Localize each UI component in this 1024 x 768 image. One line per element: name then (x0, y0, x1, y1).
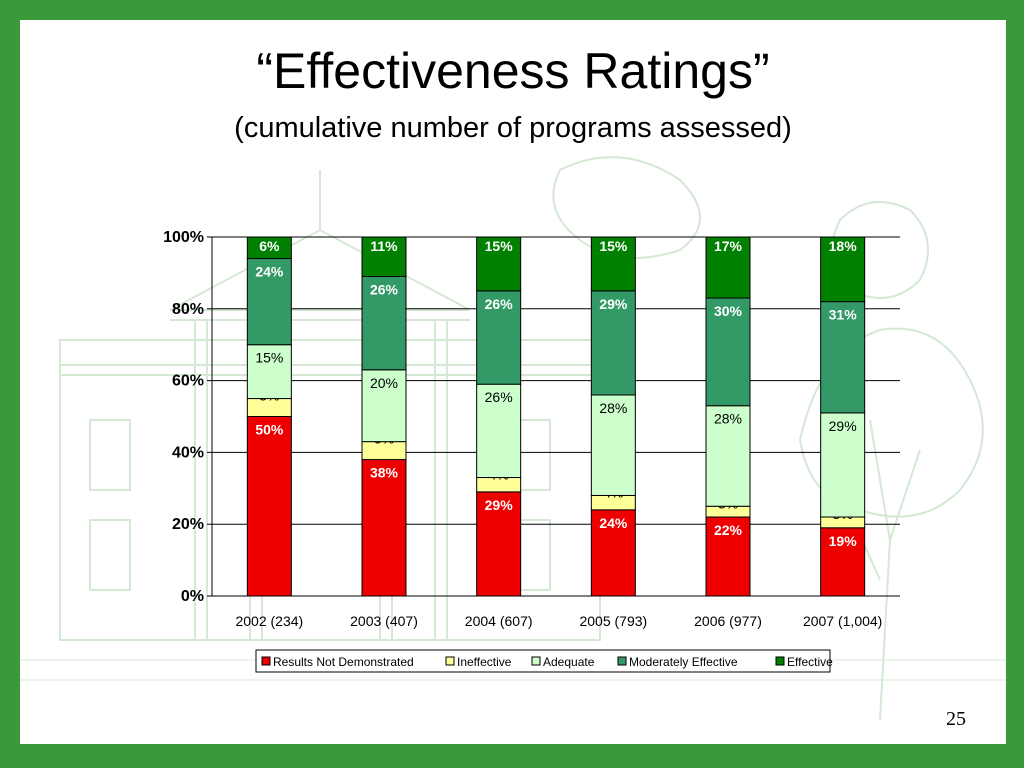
data-label: 15% (485, 238, 514, 254)
bar-segment (476, 383, 522, 479)
data-label: 11% (370, 238, 398, 254)
y-tick-label: 100% (163, 229, 204, 246)
bar-segment (820, 301, 866, 414)
bar-segment (705, 236, 751, 299)
bar-segment (705, 297, 751, 407)
bar-segment (246, 236, 292, 260)
data-label: 26% (485, 389, 513, 405)
y-tick-label: 60% (172, 373, 204, 390)
bar-segment (476, 236, 522, 292)
data-label: 26% (370, 281, 399, 297)
data-label: 26% (485, 296, 514, 312)
bar-segment (705, 516, 751, 597)
bar-segment (246, 258, 292, 346)
bar-segment (820, 412, 866, 518)
bar-segment (246, 344, 292, 400)
legend-box (255, 649, 831, 673)
bar-segment (820, 236, 866, 303)
bar-segment (590, 509, 636, 597)
data-label: 22% (714, 522, 743, 538)
data-label: 20% (370, 375, 398, 391)
x-tick-label: 2006 (977) (694, 613, 762, 629)
y-tick-label: 80% (172, 301, 204, 318)
legend-label: Results Not Demonstrated (273, 655, 414, 669)
data-label: 38% (370, 465, 399, 481)
data-label: 6% (259, 238, 280, 254)
y-tick-label: 40% (172, 444, 204, 461)
data-label: 50% (255, 422, 284, 438)
data-label: 17% (714, 238, 743, 254)
x-tick-label: 2002 (234) (235, 613, 303, 629)
data-label: 29% (599, 296, 628, 312)
x-tick-label: 2007 (1,004) (803, 613, 882, 629)
slide-title: “Effectiveness Ratings” (256, 43, 770, 99)
bar-segment (361, 236, 407, 277)
slide-subtitle: (cumulative number of programs assessed) (234, 112, 792, 144)
legend-swatch (617, 656, 627, 666)
x-tick-label: 2003 (407) (350, 613, 418, 629)
legend-label: Moderately Effective (629, 655, 738, 669)
x-tick-label: 2005 (793) (579, 613, 647, 629)
bar-segment (361, 369, 407, 443)
data-label: 19% (829, 533, 858, 549)
legend-label: Effective (787, 655, 833, 669)
bar-segment (820, 527, 866, 597)
y-tick-label: 20% (172, 516, 204, 533)
bar-segment (590, 394, 636, 496)
bar-segment (361, 459, 407, 597)
legend-label: Ineffective (457, 655, 512, 669)
data-label: 30% (714, 303, 743, 319)
bar-segment (590, 236, 636, 292)
legend-swatch (531, 656, 541, 666)
data-label: 31% (829, 307, 858, 323)
data-label: 29% (829, 418, 857, 434)
data-label: 18% (829, 238, 858, 254)
bar-segment (246, 416, 292, 597)
bar-segment (361, 275, 407, 371)
x-tick-label: 2004 (607) (465, 613, 533, 629)
data-label: 28% (714, 411, 742, 427)
data-label: 15% (255, 350, 283, 366)
y-tick-label: 0% (181, 588, 204, 605)
data-label: 28% (599, 400, 627, 416)
data-label: 15% (599, 238, 628, 254)
stacked-bar-chart: 0%20%40%60%80%100%50%5%15%24%6%2002 (234… (163, 229, 900, 673)
bar-segment (705, 405, 751, 507)
legend-label: Adequate (543, 655, 595, 669)
slide: “Effectiveness Ratings” (cumulative numb… (20, 20, 1006, 744)
legend-swatch (261, 656, 271, 666)
data-label: 24% (255, 264, 284, 280)
data-label: 24% (599, 515, 628, 531)
legend-swatch (775, 656, 785, 666)
bar-segment (476, 491, 522, 597)
data-label: 29% (485, 497, 514, 513)
legend-swatch (445, 656, 455, 666)
page-number: 25 (946, 708, 966, 730)
